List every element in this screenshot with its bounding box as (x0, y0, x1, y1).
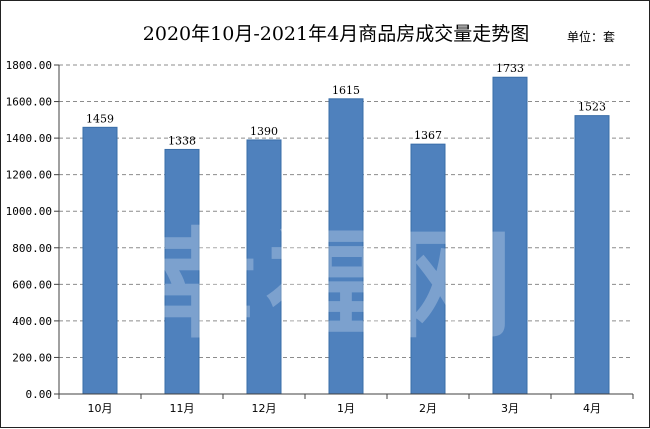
data-label: 1367 (414, 129, 442, 142)
bar (492, 76, 528, 395)
y-tick-label: 800.00 (12, 242, 52, 255)
y-tick-label: 400.00 (12, 315, 52, 328)
bars (82, 76, 610, 395)
axes (54, 64, 634, 399)
x-tick-label: 3月 (501, 402, 519, 415)
y-tick-label: 1400.00 (6, 132, 52, 145)
bar (164, 148, 200, 395)
y-tick-label: 0.00 (26, 388, 53, 401)
bar (410, 143, 446, 395)
unit-label: 单位：套 (567, 29, 615, 44)
y-tick-label: 1000.00 (6, 205, 52, 218)
data-label: 1390 (250, 125, 278, 138)
x-tick-labels: 10月 11月 12月 1月 2月 3月 4月 (88, 402, 602, 415)
data-label: 1459 (86, 112, 114, 125)
data-label: 1733 (496, 62, 524, 75)
y-tick-label: 600.00 (12, 278, 52, 291)
bar (246, 139, 282, 395)
y-tick-labels: 0.00 200.00 400.00 600.00 800.00 1000.00 1200.… (6, 59, 52, 401)
bar (328, 98, 364, 395)
y-tick-label: 1200.00 (6, 169, 52, 182)
x-tick-label: 11月 (170, 402, 195, 415)
bar (82, 126, 118, 395)
x-tick-label: 12月 (252, 402, 277, 415)
x-tick-label: 2月 (419, 402, 437, 415)
data-labels: 1459 1338 1390 1615 1367 1733 1523 (86, 62, 606, 147)
x-tick-label: 1月 (337, 402, 355, 415)
bar (574, 115, 610, 395)
data-label: 1615 (332, 84, 360, 97)
y-tick-label: 1800.00 (6, 59, 52, 72)
watermark: 幸福网 (139, 216, 523, 354)
chart-title: 2020年10月-2021年4月商品房成交量走势图 (143, 23, 529, 45)
x-tick-label: 10月 (88, 402, 113, 415)
data-label: 1338 (168, 134, 196, 147)
y-tick-label: 1600.00 (6, 96, 52, 109)
y-tick-label: 200.00 (12, 351, 52, 364)
x-tick-label: 4月 (583, 402, 601, 415)
data-label: 1523 (578, 101, 606, 114)
